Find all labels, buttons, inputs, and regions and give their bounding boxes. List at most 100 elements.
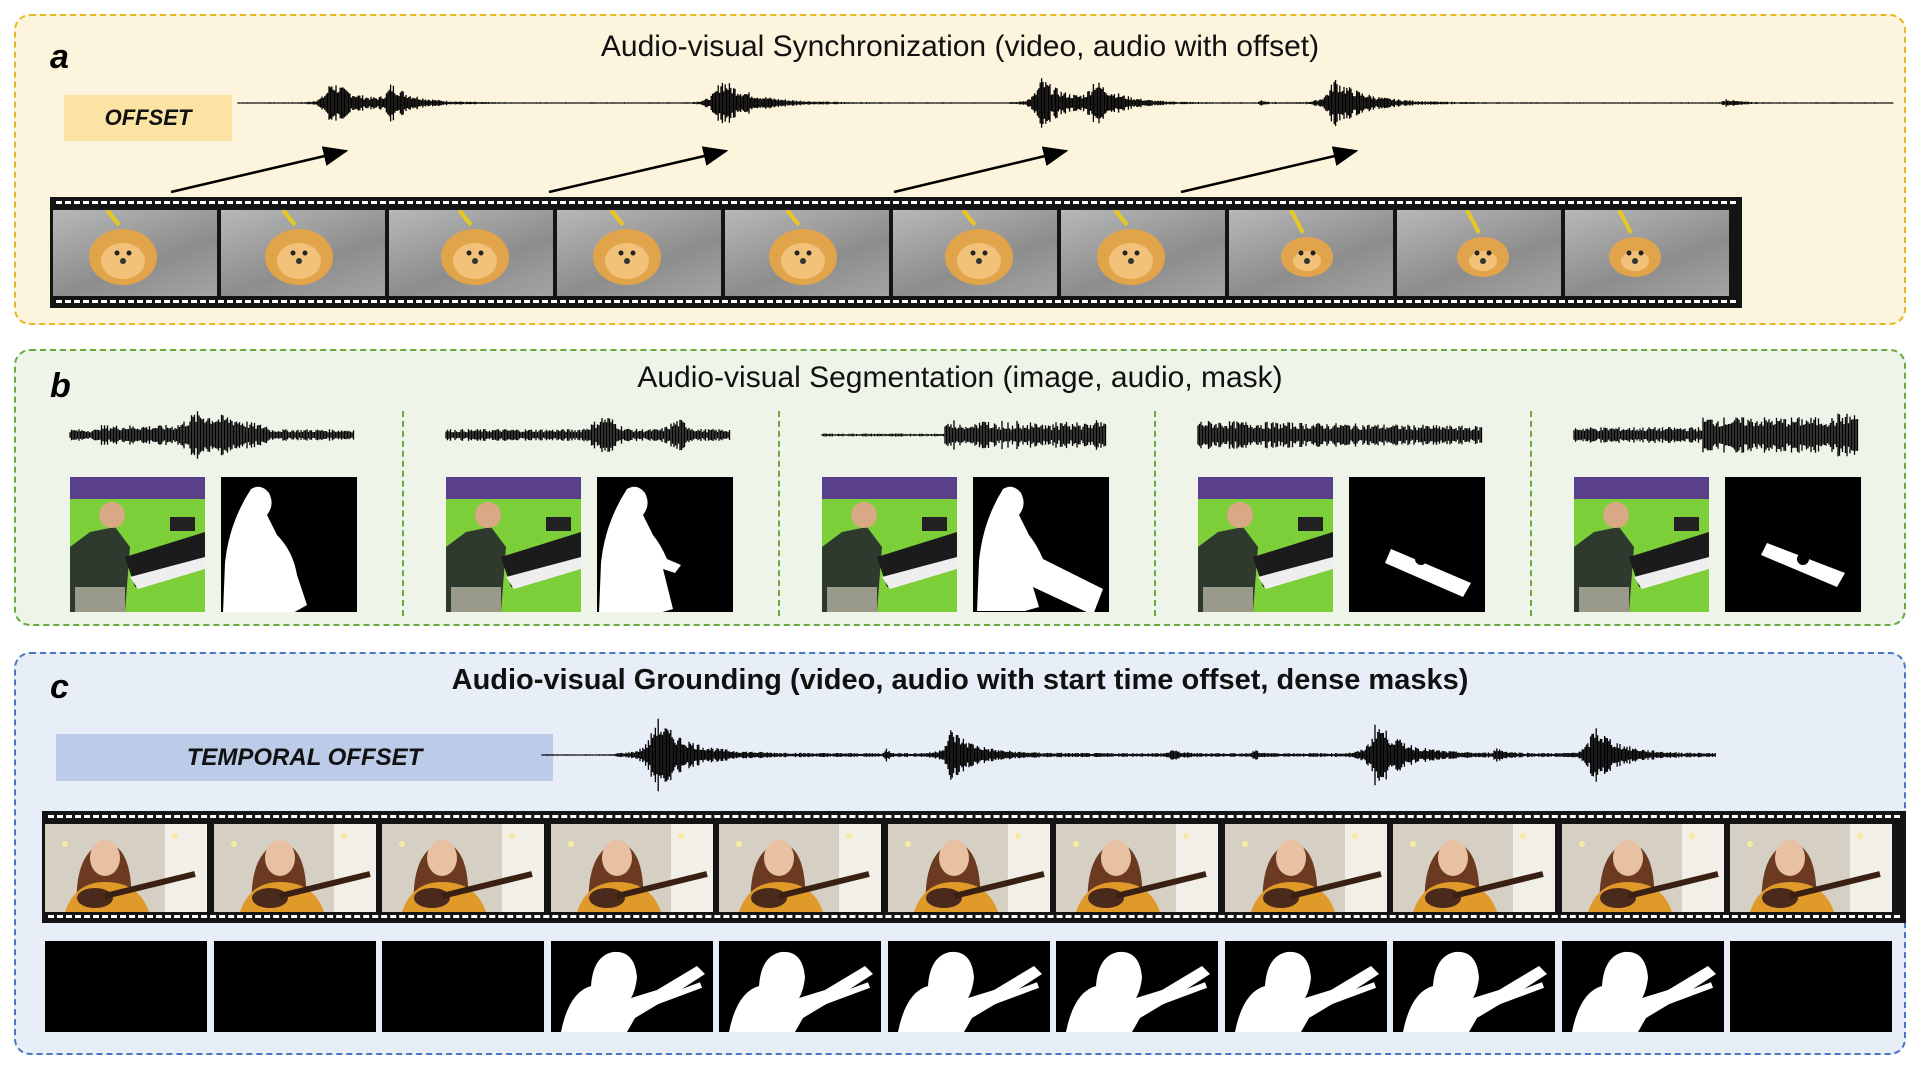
segmentation-mask: [597, 477, 733, 612]
sync-arrow: [170, 146, 349, 194]
dense-mask: [1224, 941, 1387, 1032]
piano-image: [446, 477, 581, 612]
video-frame-ukulele: [719, 824, 881, 912]
dog-icon: [1457, 210, 1509, 277]
dog-icon: [89, 210, 157, 285]
panel-synchronization: a Audio-visual Synchronization (video, a…: [14, 14, 1906, 325]
dense-mask: [213, 941, 376, 1032]
film-perforation: [56, 300, 1736, 303]
guitarist-icon: [1056, 824, 1218, 912]
group-divider: [778, 411, 780, 616]
guitarist-icon: [550, 824, 713, 912]
segmentation-mask: [973, 477, 1109, 612]
mask-shape: [729, 951, 873, 1032]
video-frame-dog: [893, 210, 1057, 296]
video-frame-dog: [1565, 210, 1729, 296]
video-frame-ukulele: [45, 824, 207, 912]
mask-shape: [1761, 543, 1845, 587]
pianist-icon: [822, 477, 957, 612]
guitarist-icon: [719, 824, 881, 912]
dense-mask: [382, 941, 544, 1032]
mask-shape: [1730, 941, 1892, 1032]
sync-arrow: [893, 146, 1069, 194]
temporal-offset-label: TEMPORAL OFFSET: [56, 734, 553, 781]
dog-icon: [1609, 210, 1661, 277]
dog-icon: [441, 210, 509, 285]
mask-shape: [1571, 951, 1716, 1032]
dog-icon: [593, 210, 661, 285]
video-frame-ukulele: [213, 824, 376, 912]
sync-arrows: [170, 146, 1359, 194]
mask-shape: [1066, 951, 1210, 1032]
guitarist-icon: [45, 824, 207, 912]
guitarist-icon: [1730, 824, 1892, 912]
pianist-icon: [446, 477, 581, 612]
video-filmstrip: [50, 197, 1742, 308]
sync-graphics: [170, 78, 1894, 194]
mask-shape: [1385, 549, 1471, 597]
film-perforation: [48, 815, 1900, 818]
panel-segmentation: b Audio-visual Segmentation (image, audi…: [14, 349, 1906, 626]
waveform-trace: [69, 411, 355, 459]
dense-mask: [1730, 941, 1892, 1032]
segmentation-mask: [221, 477, 357, 612]
piano-image: [1574, 477, 1709, 612]
video-frame-dog: [389, 210, 553, 296]
video-frame-dog: [1229, 210, 1393, 296]
dense-mask: [1393, 941, 1555, 1032]
video-frame-ukulele: [1224, 824, 1387, 912]
panel-letter-c: c: [50, 668, 69, 706]
mask-shape: [1234, 951, 1379, 1032]
piano-image: [70, 477, 205, 612]
piano-image: [1198, 477, 1333, 612]
mask-shape: [1403, 951, 1547, 1032]
group-divider: [1530, 411, 1532, 616]
mask-shape: [45, 941, 207, 1032]
mask-shape: [560, 951, 705, 1032]
pianist-icon: [70, 477, 205, 612]
guitarist-icon: [382, 824, 544, 912]
waveform-trace: [821, 420, 1107, 450]
video-frame-ukulele: [1056, 824, 1218, 912]
segmentation-mask: [1725, 477, 1861, 612]
mask-shape: [223, 486, 307, 612]
guitarist-icon: [1561, 824, 1724, 912]
video-frame-dog: [725, 210, 889, 296]
panel-letter-b: b: [50, 367, 71, 405]
waveform-trace: [541, 718, 1716, 792]
guitarist-icon: [887, 824, 1050, 912]
video-frame-dog: [221, 210, 385, 296]
dense-mask: [1561, 941, 1724, 1032]
video-frame-dog: [1061, 210, 1225, 296]
mask-shape: [382, 941, 544, 1032]
group-divider: [402, 411, 404, 616]
mask-shape: [897, 951, 1042, 1032]
video-frame-ukulele: [887, 824, 1050, 912]
sync-arrow: [548, 146, 729, 194]
video-frame-dog: [53, 210, 217, 296]
video-frame-ukulele: [1393, 824, 1555, 912]
dense-mask: [1056, 941, 1218, 1032]
dense-mask: [887, 941, 1050, 1032]
waveform-trace: [237, 78, 1894, 128]
dense-mask: [719, 941, 881, 1032]
video-frame-ukulele: [382, 824, 544, 912]
guitarist-icon: [213, 824, 376, 912]
panel-title-synchronization: Audio-visual Synchronization (video, aud…: [600, 30, 1320, 63]
dense-mask: [550, 941, 713, 1032]
panel-title-grounding: Audio-visual Grounding (video, audio wit…: [451, 664, 1469, 696]
video-frame-dog: [557, 210, 721, 296]
mask-shape: [977, 486, 1103, 612]
video-frame-dog: [1397, 210, 1561, 296]
mask-shape: [599, 486, 681, 612]
panel-letter-a: a: [50, 38, 69, 76]
video-frame-ukulele: [1561, 824, 1724, 912]
video-frame-ukulele: [550, 824, 713, 912]
panel-title-segmentation: Audio-visual Segmentation (image, audio,…: [637, 361, 1283, 394]
pianist-icon: [1574, 477, 1709, 612]
video-filmstrip: [42, 811, 1906, 923]
dog-icon: [1097, 210, 1165, 285]
waveform-trace: [1573, 413, 1859, 457]
audio-waveform-offset: [237, 78, 1894, 128]
video-frame-ukulele: [1730, 824, 1892, 912]
